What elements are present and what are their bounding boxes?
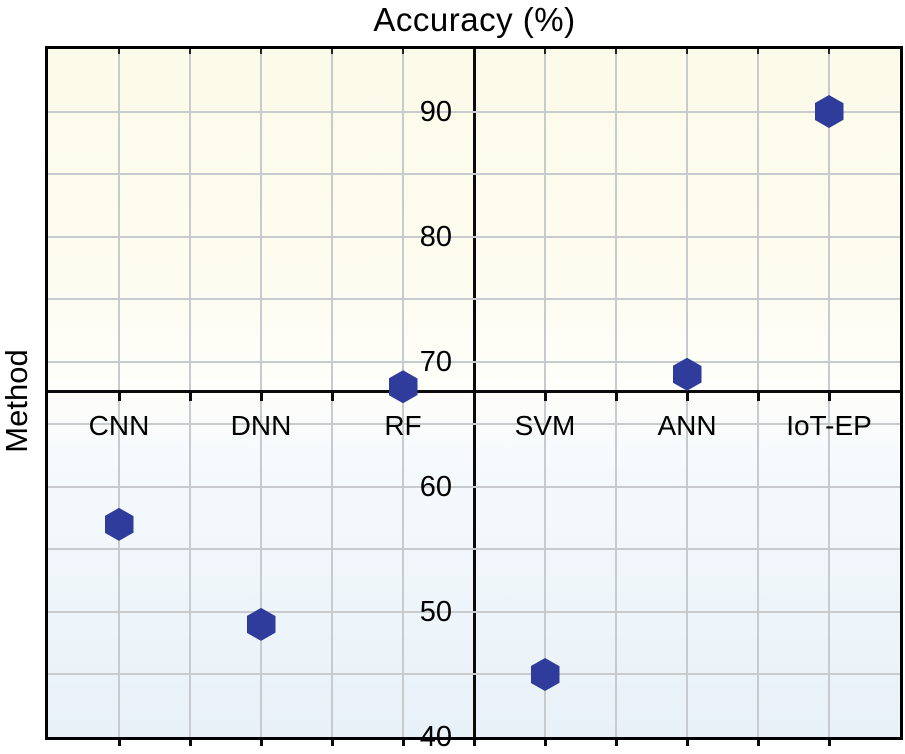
bottom-tick: [117, 740, 121, 746]
y-tick-label: 40: [419, 721, 452, 753]
bottom-tick: [259, 740, 263, 746]
y-tick-label: 90: [419, 95, 452, 128]
bottom-tick: [614, 740, 618, 746]
axis-tick: [614, 393, 618, 402]
gridline-h: [48, 110, 900, 113]
chart-title: Accuracy (%): [373, 1, 576, 38]
top-border-tick: [543, 49, 547, 54]
gridline-h: [48, 173, 900, 176]
bottom-tick: [330, 740, 334, 746]
plot-area: 90 80 70 60 50 40 CNN DNN RF SVM ANN IoT-EP: [45, 46, 903, 753]
gridline-h: [48, 548, 900, 551]
category-label: RF: [384, 409, 422, 441]
y-tick-label: 50: [419, 595, 452, 628]
data-point-marker: [388, 370, 418, 404]
axis-tick: [827, 393, 831, 402]
y-tick-label: 60: [419, 470, 452, 503]
bottom-tick: [756, 740, 760, 746]
data-point-marker: [104, 507, 134, 541]
bottom-tick: [543, 740, 547, 746]
top-border-tick: [259, 49, 263, 54]
axis-tick: [117, 393, 121, 402]
y-tick-label: 70: [419, 345, 452, 378]
data-point-marker: [814, 95, 844, 129]
top-border-tick: [614, 49, 618, 54]
category-label: CNN: [88, 409, 150, 441]
bottom-tick: [685, 740, 689, 746]
category-label: ANN: [657, 409, 717, 441]
top-border-tick: [401, 49, 405, 54]
gridline-h: [48, 673, 900, 676]
category-label: IoT-EP: [786, 409, 872, 441]
top-border-tick: [685, 49, 689, 54]
left-axis-label: Method: [0, 349, 34, 453]
axis-tick: [756, 393, 760, 402]
axis-tick: [330, 393, 334, 402]
axis-tick: [685, 393, 689, 402]
horizontal-axis-line: [48, 390, 900, 394]
data-point-marker: [530, 657, 560, 691]
top-border-tick: [188, 49, 192, 54]
category-label: DNN: [230, 409, 292, 441]
axis-tick: [543, 393, 547, 402]
gridline-h: [48, 298, 900, 301]
bottom-tick: [188, 740, 192, 746]
top-border-tick: [827, 49, 831, 54]
axis-tick: [188, 393, 192, 402]
bottom-tick: [472, 740, 476, 746]
axis-tick: [259, 393, 263, 402]
gridline-h: [48, 360, 900, 363]
category-label: SVM: [514, 409, 576, 441]
top-border-tick: [117, 49, 121, 54]
bottom-tick: [401, 740, 405, 746]
bottom-tick: [827, 740, 831, 746]
y-tick-label: 80: [419, 220, 452, 253]
gridline-h: [48, 235, 900, 238]
top-border-tick: [756, 49, 760, 54]
gridline-h: [48, 423, 900, 426]
top-border-tick: [330, 49, 334, 54]
gridline-h: [48, 610, 900, 613]
gridline-h: [48, 485, 900, 488]
